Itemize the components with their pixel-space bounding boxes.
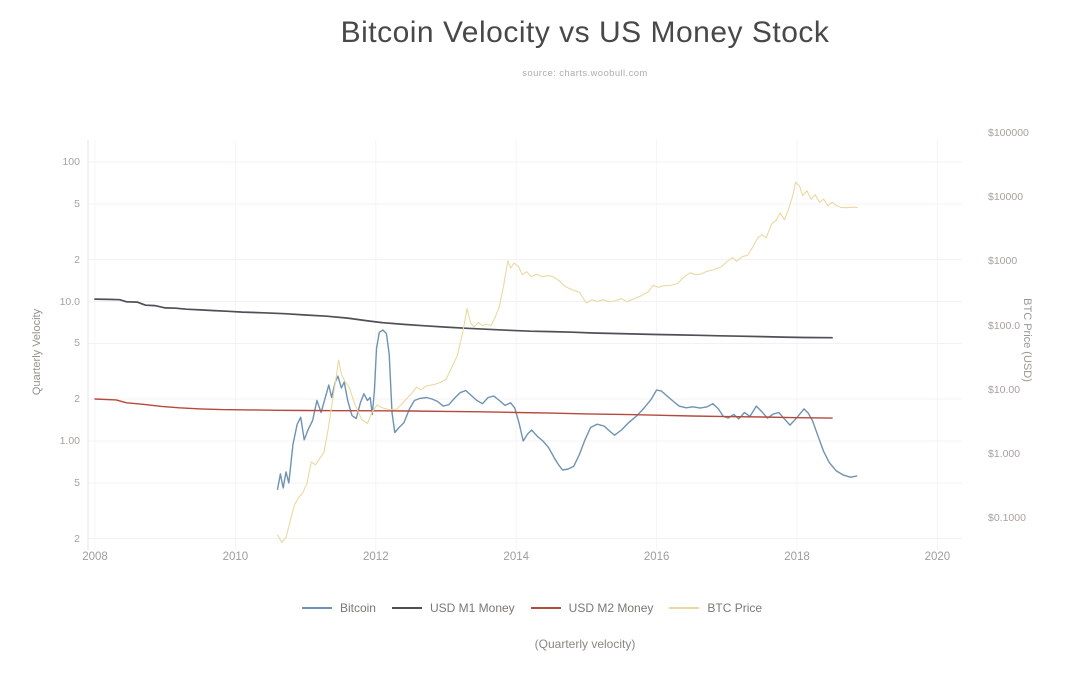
series-line-usd-m1-money — [94, 298, 833, 339]
legend-swatch — [669, 607, 700, 609]
x-axis-tick-label: 2012 — [363, 551, 389, 563]
y-left-tick-label: 5 — [74, 197, 80, 210]
y-left-tick-label: 10.0 — [59, 295, 80, 308]
x-axis-tick-label: 2018 — [784, 551, 810, 563]
legend-label: BTC Price — [707, 601, 763, 615]
x-axis-tick-label: 2010 — [222, 551, 249, 563]
footer-caption: (Quarterly velocity) — [534, 637, 636, 651]
series-line-usd-m2-money — [94, 398, 833, 419]
x-axis-tick-label: 2020 — [924, 551, 951, 563]
legend-label: Bitcoin — [339, 601, 376, 615]
y-left-tick-label: 5 — [74, 476, 80, 489]
y-right-tick-label: $100000 — [988, 127, 1029, 139]
legend: Bitcoin USD M1 Money USD M2 Money BTC Price — [0, 601, 1064, 615]
y-right-tick-label: $1.000 — [988, 448, 1021, 460]
chart-subtitle: source: charts.woobull.com — [522, 68, 648, 79]
legend-swatch — [391, 607, 422, 609]
legend-label: USD M1 Money — [429, 601, 515, 615]
legend-item-bitcoin[interactable]: Bitcoin — [301, 601, 376, 615]
x-axis-tick-label: 2008 — [82, 551, 108, 563]
y-right-tick-label: $100.0 — [988, 319, 1021, 332]
y-left-tick-label: 2 — [74, 253, 80, 266]
series-line-btc-price — [276, 181, 858, 543]
y-right-tick-label: $10.00 — [988, 383, 1021, 396]
y-left-tick-label: 2 — [74, 532, 80, 545]
chart-title: Bitcoin Velocity vs US Money Stock — [340, 16, 830, 49]
y-right-tick-label: $10000 — [988, 191, 1024, 204]
right-axis-title: BTC Price (USD) — [1021, 298, 1033, 382]
y-left-tick-label: 2 — [74, 393, 80, 405]
x-axis-tick-label: 2016 — [643, 551, 670, 563]
y-left-tick-label: 100 — [62, 156, 80, 168]
y-left-tick-label: 1.00 — [59, 435, 80, 447]
series-lines — [94, 181, 858, 543]
y-left-tick-label: 5 — [74, 337, 80, 350]
vertical-gridlines — [94, 140, 938, 550]
series-line-bitcoin — [276, 329, 858, 491]
legend-item-usd-m2-money[interactable]: USD M2 Money — [530, 601, 654, 615]
y-right-tick-label: $1000 — [988, 255, 1018, 268]
y-right-tick-label: $0.1000 — [988, 512, 1026, 525]
legend-item-btc-price[interactable]: BTC Price — [669, 601, 762, 615]
legend-label: USD M2 Money — [568, 601, 654, 615]
legend-swatch — [530, 607, 561, 609]
legend-swatch — [301, 607, 332, 609]
x-axis-tick-label: 2014 — [503, 551, 530, 563]
left-axis-title: Quarterly Velocity — [31, 308, 43, 396]
horizontal-gridlines — [88, 161, 962, 540]
legend-item-usd-m1-money[interactable]: USD M1 Money — [391, 601, 515, 615]
